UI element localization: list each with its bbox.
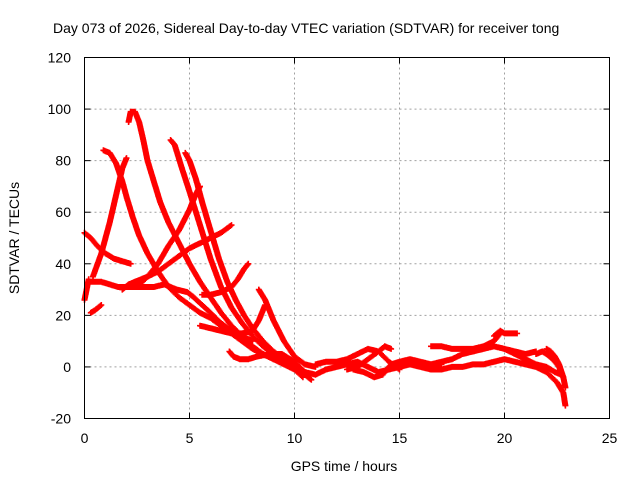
x-axis-label: GPS time / hours: [291, 458, 398, 474]
y-tick-label: 0: [63, 359, 71, 375]
y-tick-label: 100: [48, 101, 72, 117]
y-tick-label: 40: [55, 256, 71, 272]
x-tick-label: 25: [602, 430, 618, 446]
y-tick-label: 60: [55, 204, 71, 220]
y-tick-label: -20: [51, 411, 71, 427]
chart-background: [0, 0, 640, 480]
chart-title: Day 073 of 2026, Sidereal Day-to-day VTE…: [53, 20, 559, 36]
y-tick-label: 20: [55, 307, 71, 323]
y-tick-label: 120: [48, 50, 72, 66]
chart-container: 0 5 10 15 20 25 -20 0 20 40 60 80 100 120 Day 073 of …: [0, 0, 640, 480]
x-tick-label: 10: [287, 430, 303, 446]
x-tick-label: 5: [186, 430, 194, 446]
y-axis-label: SDTVAR / TECUs: [6, 182, 22, 294]
x-tick-label: 20: [497, 430, 513, 446]
x-tick-label: 0: [81, 430, 89, 446]
x-tick-label: 15: [392, 430, 408, 446]
y-tick-label: 80: [55, 153, 71, 169]
sdtvar-scatter-chart: 0 5 10 15 20 25 -20 0 20 40 60 80 100 120 Day 073 of …: [0, 0, 640, 480]
